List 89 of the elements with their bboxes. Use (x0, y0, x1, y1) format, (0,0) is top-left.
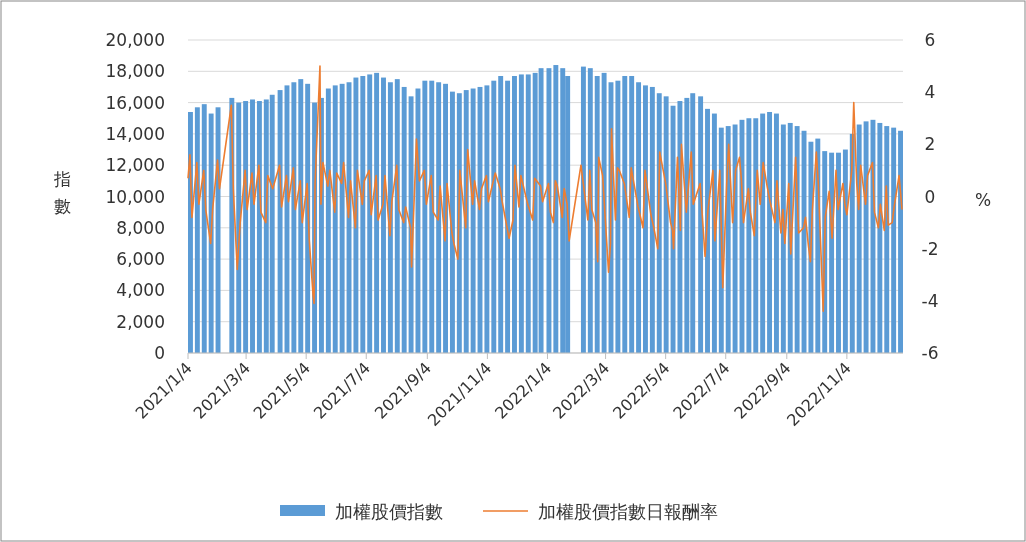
legend-label: 加權股價指數日報酬率 (538, 501, 718, 522)
bar (836, 152, 841, 353)
y-tick-label: 2,000 (116, 311, 165, 332)
line-series (187, 65, 903, 313)
bar (518, 74, 524, 353)
bar (256, 101, 262, 353)
bar (622, 76, 628, 353)
bar (387, 82, 393, 353)
bar (780, 124, 786, 353)
bar (580, 66, 586, 353)
bar (325, 88, 331, 353)
bar (381, 77, 386, 353)
bar (429, 80, 435, 353)
bar (498, 76, 504, 353)
bar (394, 79, 400, 353)
y2-tick-label: 2 (924, 134, 936, 155)
y2-axis-title: % (974, 190, 992, 210)
bar (353, 77, 359, 353)
bar (339, 83, 345, 353)
bar (746, 118, 752, 353)
bar (773, 113, 779, 353)
bar (277, 90, 283, 353)
y-tick-label: 14,000 (105, 123, 165, 144)
y2-tick-label: -6 (921, 343, 939, 363)
bar (215, 107, 221, 353)
bar (401, 86, 407, 353)
bar (856, 124, 862, 353)
bar (525, 74, 531, 353)
bar (422, 80, 428, 353)
bar (194, 107, 200, 353)
bar (643, 85, 648, 353)
y-tick-label: 10,000 (105, 186, 165, 207)
bar (698, 96, 704, 353)
bar (298, 79, 304, 353)
y2-tick-label: 4 (924, 82, 936, 103)
bar (732, 124, 738, 353)
bar (449, 91, 455, 353)
bar (243, 101, 249, 353)
bar (615, 80, 621, 353)
bar (546, 68, 552, 353)
bar (491, 80, 497, 353)
bar (601, 72, 607, 353)
bar (505, 80, 511, 353)
y-tick-label: 0 (154, 343, 165, 363)
bar (863, 121, 869, 353)
y-tick-label: 20,000 (105, 30, 165, 50)
bar (587, 68, 593, 353)
bar (629, 76, 635, 353)
bar (484, 85, 490, 353)
bar (208, 113, 214, 353)
bar (332, 85, 338, 353)
bar (436, 82, 442, 353)
bar (767, 111, 773, 353)
bar (250, 99, 255, 353)
bar (849, 133, 855, 353)
bar (236, 102, 242, 353)
y2-tick-label: 0 (924, 186, 936, 207)
bar (470, 88, 476, 353)
y-tick-label: 4,000 (116, 280, 165, 301)
bar (553, 65, 559, 353)
bar (842, 149, 848, 353)
legend-label: 加權股價指數 (335, 501, 443, 522)
bar (560, 68, 566, 353)
y-tick-label: 6,000 (116, 249, 165, 270)
bar (291, 82, 297, 353)
y-tick-label: 18,000 (105, 61, 165, 82)
bar (649, 86, 655, 353)
bar (360, 76, 366, 353)
bar (512, 76, 517, 353)
bar (663, 96, 669, 353)
bar (705, 108, 710, 353)
y2-tick-label: 6 (924, 30, 936, 50)
bar (891, 127, 897, 353)
bar (367, 74, 373, 353)
bar (877, 122, 883, 353)
bar (443, 83, 448, 353)
bar (753, 118, 759, 353)
y-tick-label: 8,000 (116, 217, 165, 238)
bar (898, 130, 903, 353)
y2-tick-label: -2 (921, 238, 939, 259)
bar (201, 104, 207, 353)
bar (636, 82, 642, 353)
y-tick-label: 16,000 (105, 92, 165, 113)
y-tick-label: 12,000 (105, 155, 165, 176)
y2-tick-label: -4 (921, 290, 939, 311)
bar (305, 83, 311, 353)
y-axis-title: 指數 (52, 169, 71, 216)
bar (760, 113, 766, 353)
bar (374, 72, 380, 353)
